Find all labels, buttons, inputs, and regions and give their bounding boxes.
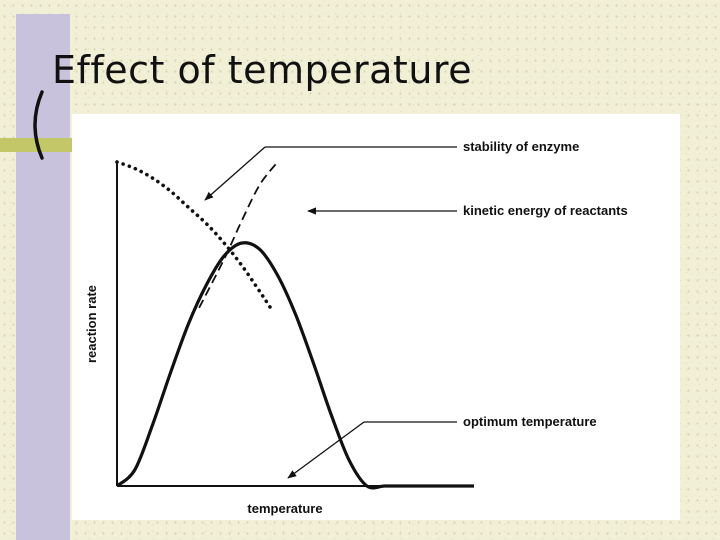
enzyme-temperature-chart: temperature reaction rate stability of e… [84, 139, 628, 516]
x-axis-label: temperature [247, 501, 322, 516]
bracket-decoration [33, 90, 44, 160]
annotation-stability: stability of enzyme [463, 139, 579, 154]
annotation-optimum: optimum temperature [463, 414, 597, 429]
optimum-leader-arrow [287, 421, 365, 479]
slide-title: Effect of temperature [52, 48, 473, 92]
figure-panel: temperature reaction rate stability of e… [72, 114, 680, 520]
stability-leader-arrow [204, 146, 266, 201]
series-line-kinetic-energy-of-reactants [198, 161, 279, 309]
series-line-stability-of-enzyme [115, 160, 273, 310]
sidebar-bar [16, 14, 70, 540]
series-layer [115, 160, 474, 490]
annotation-kinetic: kinetic energy of reactants [463, 203, 628, 218]
y-axis-label: reaction rate [84, 285, 99, 363]
series-line-reaction-rate [115, 241, 474, 490]
